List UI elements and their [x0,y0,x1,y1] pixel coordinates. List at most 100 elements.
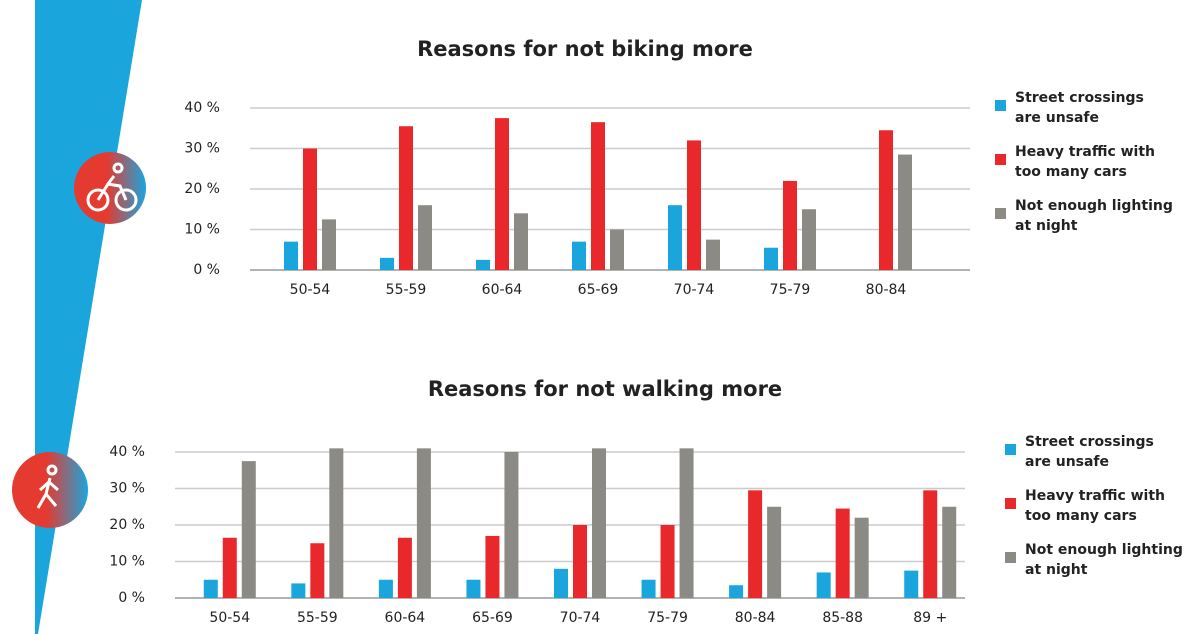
bar [416,448,431,598]
bar [904,570,919,598]
bar [923,490,938,598]
bar [418,205,432,270]
y-tick-label: 10 % [109,554,145,570]
x-tick-label: 70-74 [674,282,715,298]
bar [783,180,797,270]
legend-label: Not enough lighting at night [1015,198,1173,234]
x-tick-label: 65-69 [472,610,513,626]
bar [679,448,694,598]
y-tick-label: 40 % [109,444,145,460]
x-tick-label: 65-69 [578,282,619,298]
bar [706,239,720,270]
walk-glyph [36,464,59,509]
y-tick-label: 0 % [118,590,145,606]
bar [504,452,519,598]
bar [573,525,587,598]
legend-label: Street crossings are unsafe [1015,90,1144,126]
bar [310,543,325,598]
bar [322,219,336,270]
legend-label: Heavy traffic with too many cars [1015,144,1156,180]
legend-swatch [1005,552,1016,563]
bar [399,126,413,270]
legend: Street crossings are unsafe Heavy traffic… [995,88,1173,250]
bar [329,448,344,598]
x-tick-label: 85-88 [822,610,863,626]
x-tick-label: 75-79 [770,282,811,298]
legend-item: Street crossings are unsafe [995,88,1173,128]
x-tick-label: 60-64 [482,282,523,298]
bar [668,205,682,270]
chart-title: Reasons for not walking more [428,377,782,401]
x-tick-label: 80-84 [866,282,907,298]
legend-swatch [1005,444,1016,455]
bar [380,257,394,270]
bar [378,579,393,598]
y-tick-label: 30 % [184,141,220,157]
x-tick-label: 55-59 [386,282,427,298]
legend-swatch [1005,498,1016,509]
legend-swatch [995,100,1006,111]
x-tick-label: 60-64 [385,610,426,626]
decor-stripe [35,0,142,634]
walk-icon [12,452,88,528]
bike-glyph [86,162,138,212]
y-tick-label: 20 % [109,517,145,533]
legend-item: Heavy traffic with too many cars [1005,486,1183,526]
bar [485,535,500,598]
y-tick-label: 10 % [184,222,220,238]
x-tick-label: 55-59 [297,610,338,626]
bar [241,461,256,598]
legend-swatch [995,208,1006,219]
bar [641,579,656,598]
x-tick-label: 50-54 [290,282,331,298]
y-tick-label: 0 % [193,262,220,278]
bar [816,572,831,598]
bar [592,448,606,598]
bar [854,517,869,598]
y-tick-label: 20 % [184,181,220,197]
bar [610,229,624,270]
bar [767,506,782,598]
legend-swatch [995,154,1006,165]
bar [303,148,317,270]
y-tick-label: 30 % [109,481,145,497]
bar [284,241,298,270]
legend: Street crossings are unsafe Heavy traffic… [1005,432,1183,594]
bar [729,585,744,598]
legend-label: Not enough lighting at night [1025,542,1183,578]
bar [879,130,893,270]
x-tick-label: 70-74 [560,610,601,626]
y-tick-label: 40 % [184,100,220,116]
legend-item: Not enough lighting at night [995,196,1173,236]
bar [397,537,412,598]
bar [942,506,957,598]
bar [466,579,481,598]
chart-title: Reasons for not biking more [417,37,753,61]
x-tick-label: 80-84 [735,610,776,626]
x-tick-label: 89 + [913,610,947,626]
x-tick-label: 75-79 [647,610,688,626]
bar [660,525,675,598]
bar [802,209,816,270]
bar [572,241,586,270]
legend-label: Heavy traffic with too many cars [1025,488,1166,524]
bar [835,508,850,598]
bar [748,490,763,598]
legend-item: Street crossings are unsafe [1005,432,1183,472]
bar [898,154,912,270]
bar [203,579,218,598]
bike-icon [74,152,146,224]
bar [687,140,701,270]
legend-item: Heavy traffic with too many cars [995,142,1173,182]
bar [222,537,237,598]
bar [476,259,490,270]
bar [591,122,605,270]
bar [291,583,306,598]
x-tick-label: 50-54 [209,610,250,626]
legend-item: Not enough lighting at night [1005,540,1183,580]
bar [495,118,509,270]
bar [514,213,528,270]
bar [554,568,568,598]
